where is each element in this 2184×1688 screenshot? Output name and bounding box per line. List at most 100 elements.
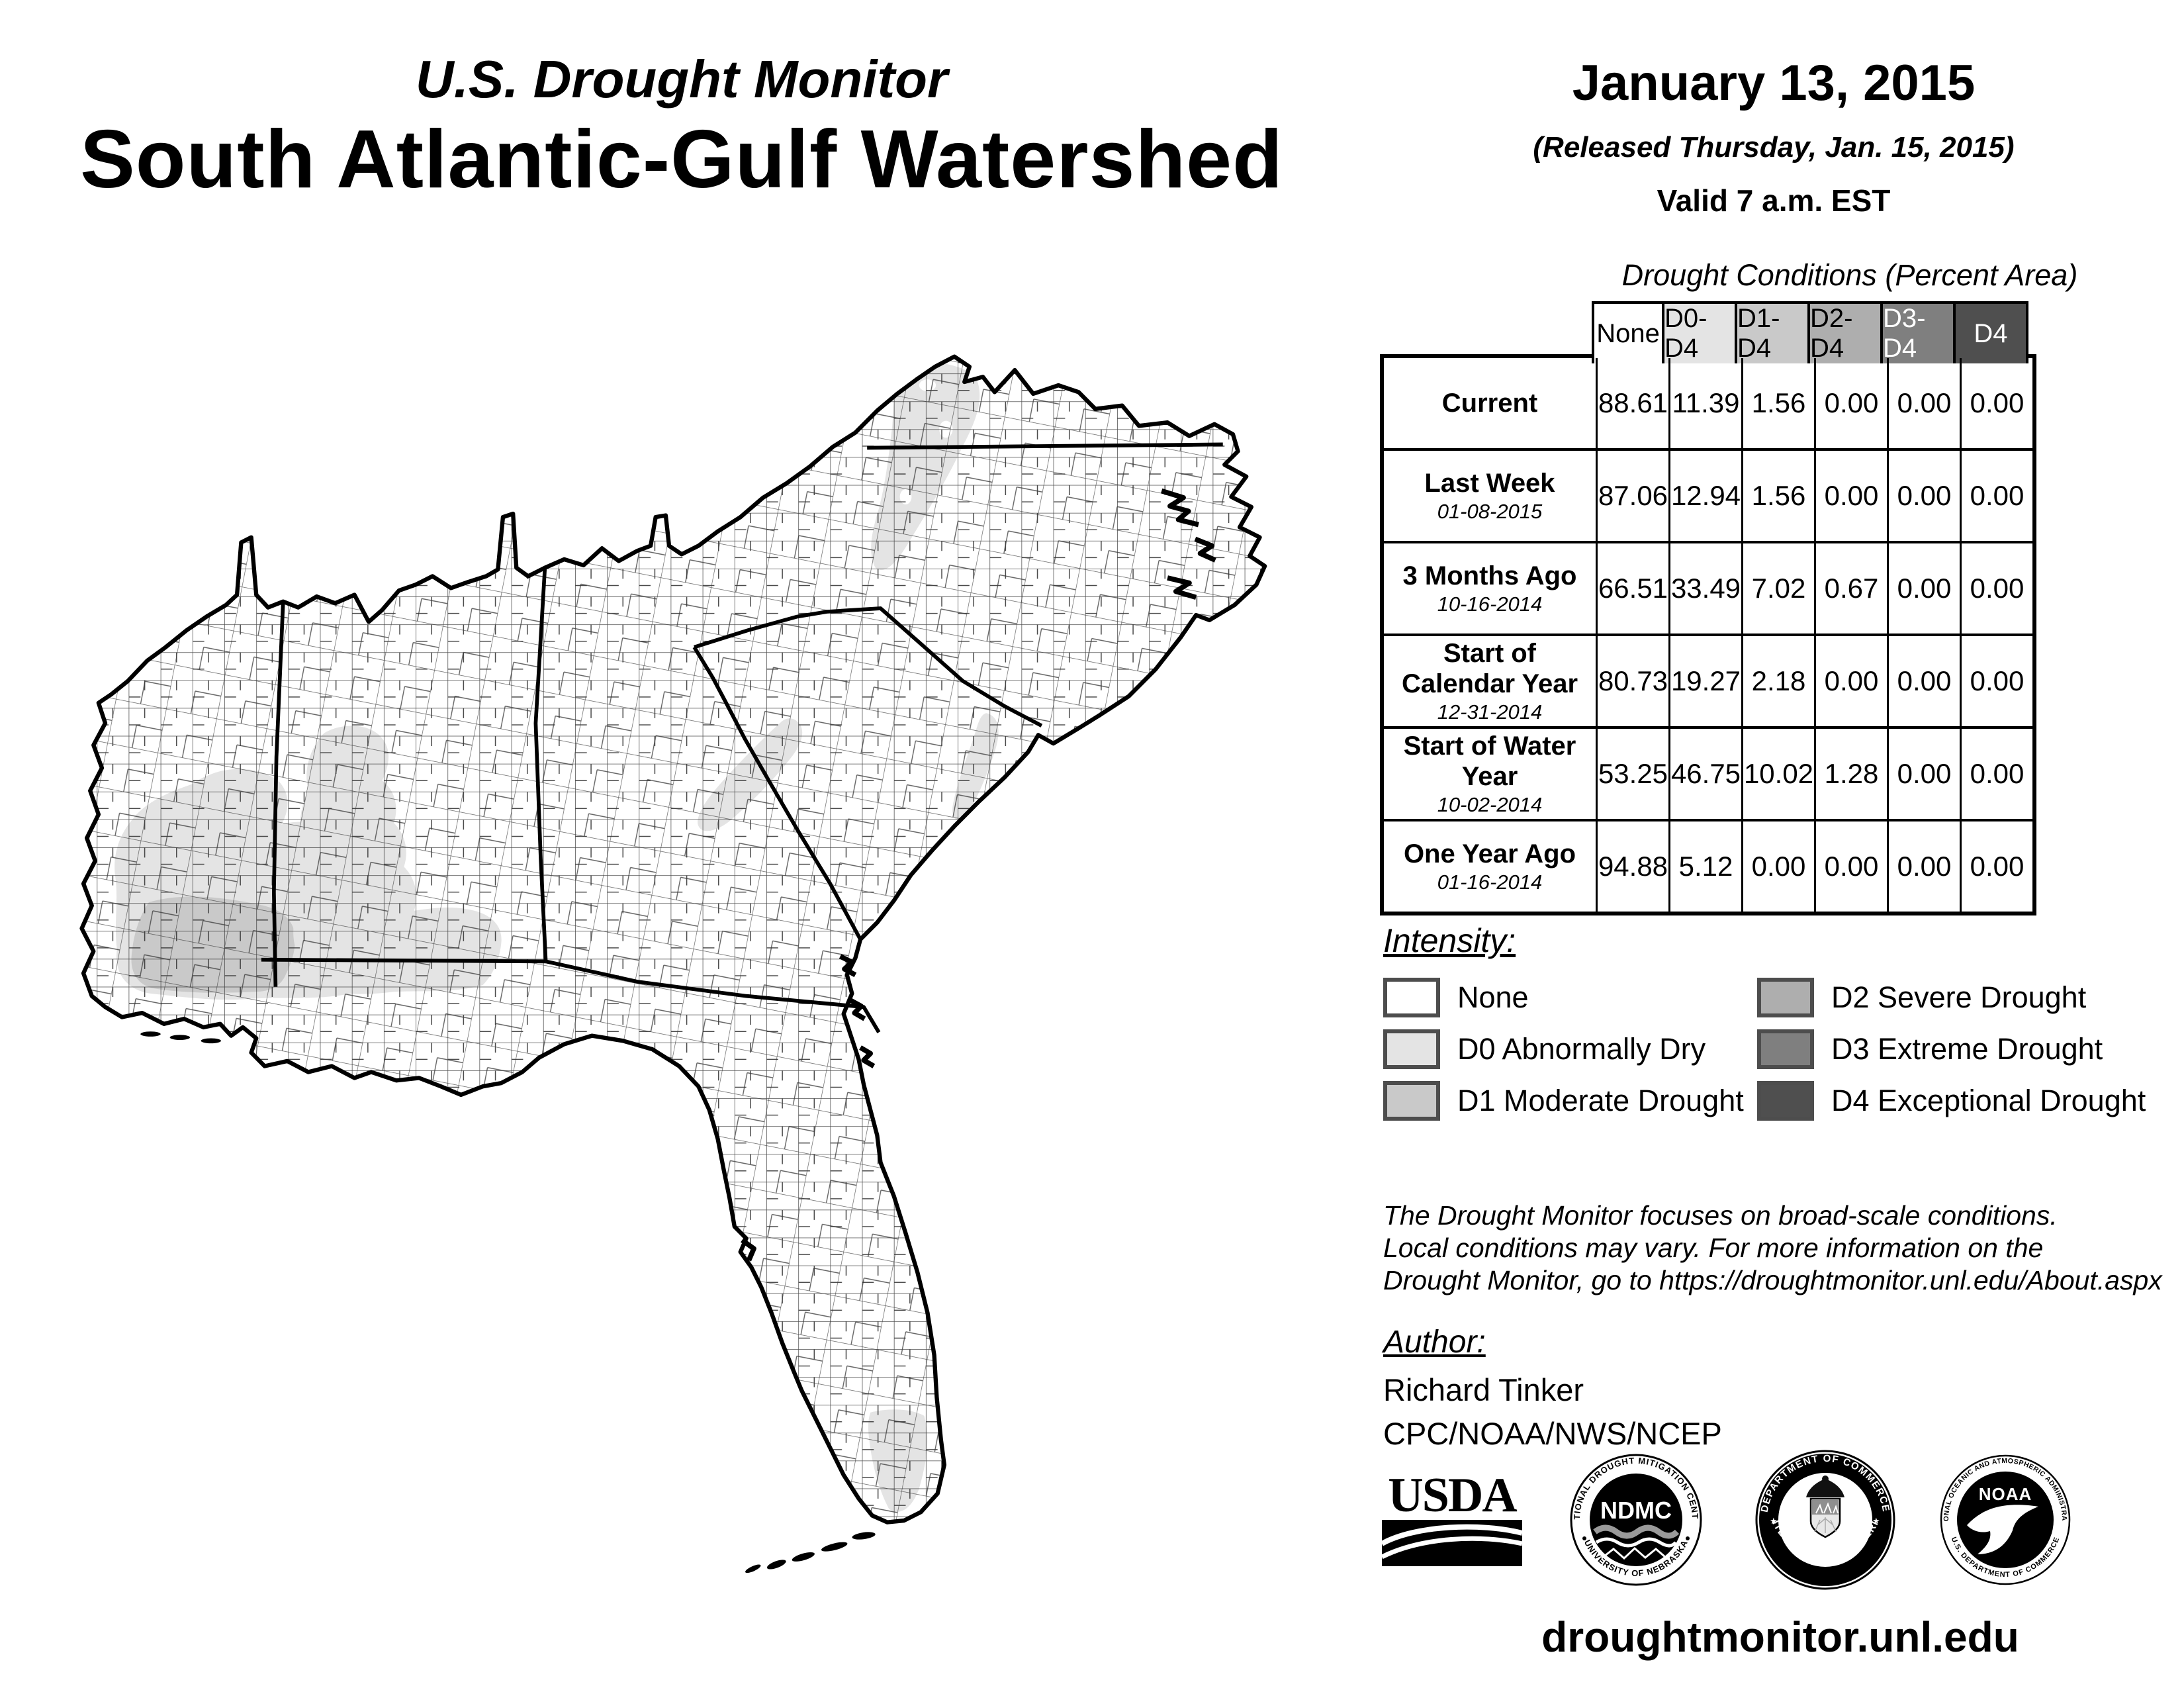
watershed-outline (79, 354, 1267, 1524)
value-cell: 46.75 (1668, 729, 1741, 819)
coastal-estuaries (741, 488, 1216, 1262)
state-line-va-nc (867, 442, 1223, 450)
monitor-title: U.S. Drought Monitor (415, 50, 948, 109)
table-row: Start of Calendar Year 12-31-2014 80.73 19.… (1384, 633, 2032, 726)
value-cell: 10.02 (1741, 729, 1814, 819)
legend-swatch (1383, 1081, 1440, 1121)
value-cell: 0.00 (1887, 451, 1960, 541)
table-row: Last Week 01-08-2015 87.06 12.94 1.56 0.00 0.0… (1384, 448, 2032, 541)
column-header-d4: D4 (1953, 301, 2028, 363)
legend-label: D2 Severe Drought (1831, 980, 2087, 1014)
legend-item-none: None (1383, 972, 1757, 1023)
value-cell: 12.94 (1668, 451, 1741, 541)
disclaimer-text: The Drought Monitor focuses on broad-sca… (1383, 1199, 2177, 1297)
row-label: Last Week 01-08-2015 (1424, 469, 1555, 523)
table-title: Drought Conditions (Percent Area) (1621, 258, 2078, 292)
value-cell: 1.56 (1741, 451, 1814, 541)
drought-conditions-table: None D0-D4 D1-D4 D2-D4 D3-D4 D4 Current 88.61 1… (1380, 301, 2036, 915)
value-cell: 0.00 (1960, 451, 2032, 541)
value-cell: 1.56 (1741, 358, 1814, 448)
ndmc-wave (1593, 1524, 1680, 1539)
value-cell: 87.06 (1596, 451, 1668, 541)
legend-label: D0 Abnormally Dry (1457, 1032, 1706, 1066)
usda-logo: USDA (1381, 1471, 1523, 1570)
value-cell: 11.39 (1668, 358, 1741, 448)
column-header-d0-d4: D0-D4 (1662, 301, 1737, 363)
value-cell: 88.61 (1596, 358, 1668, 448)
table-row: 3 Months Ago 10-16-2014 66.51 33.49 7.02 0.67… (1384, 541, 2032, 633)
intensity-legend: None D0 Abnormally Dry D1 Moderate Drought… (1383, 972, 2171, 1127)
ndmc-logo: NATIONAL DROUGHT MITIGATION CENTER UNIVE… (1570, 1454, 1702, 1586)
noaa-logo: NATIONAL OCEANIC AND ATMOSPHERIC ADMINIS… (1939, 1454, 2071, 1585)
report-date: January 13, 2015 (1572, 55, 1976, 111)
table-row: Start of Water Year 10-02-2014 53.25 46.75 1… (1384, 726, 2032, 819)
svg-text:★: ★ (1770, 1516, 1778, 1526)
column-header-none: None (1592, 301, 1664, 363)
value-cell: 0.00 (1814, 821, 1887, 912)
state-line-al-fl (261, 957, 546, 964)
value-cell: 0.00 (1960, 636, 2032, 726)
value-cell: 0.00 (1960, 543, 2032, 633)
county-grid-2 (81, 356, 1265, 1523)
legend-label: None (1457, 980, 1529, 1014)
state-boundaries (261, 442, 1223, 1034)
noaa-center-text: NOAA (1979, 1484, 2032, 1504)
legend-item-d0: D0 Abnormally Dry (1383, 1023, 1757, 1075)
value-cell: 94.88 (1596, 821, 1668, 912)
table-header-row: None D0-D4 D1-D4 D2-D4 D3-D4 D4 (1592, 301, 2036, 363)
value-cell: 5.12 (1668, 821, 1741, 912)
column-header-d3-d4: D3-D4 (1880, 301, 1956, 363)
svg-text:★: ★ (1872, 1516, 1880, 1526)
legend-item-d4: D4 Exceptional Drought (1757, 1075, 2171, 1127)
value-cell: 1.28 (1814, 729, 1887, 819)
release-date: (Released Thursday, Jan. 15, 2015) (1533, 131, 2015, 164)
value-cell: 0.00 (1814, 636, 1887, 726)
footer-url: droughtmonitor.unl.edu (1541, 1613, 2019, 1661)
value-cell: 0.00 (1887, 543, 1960, 633)
commerce-eagle-shield (1806, 1476, 1844, 1538)
state-line-ga-fl (545, 959, 881, 1034)
value-cell: 0.00 (1960, 821, 2032, 912)
disclaimer-line: Local conditions may vary. For more info… (1383, 1233, 2044, 1263)
author-label: Author: (1383, 1325, 1486, 1360)
author-name: Richard Tinker (1383, 1372, 1584, 1407)
legend-item-d3: D3 Extreme Drought (1757, 1023, 2171, 1075)
table-row: One Year Ago 01-16-2014 94.88 5.12 0.00 0.00 0… (1384, 819, 2032, 912)
value-cell: 33.49 (1668, 543, 1741, 633)
legend-swatch (1383, 1029, 1440, 1069)
value-cell: 0.00 (1741, 821, 1814, 912)
value-cell: 0.00 (1887, 821, 1960, 912)
usda-logo-swoosh (1381, 1520, 1523, 1566)
commerce-seal: DEPARTMENT OF COMMERCE UNITED STATES OF … (1755, 1450, 1895, 1590)
row-label: One Year Ago 01-16-2014 (1403, 839, 1576, 894)
value-cell: 0.00 (1887, 729, 1960, 819)
disclaimer-line: The Drought Monitor focuses on broad-sca… (1383, 1200, 2058, 1231)
legend-swatch (1757, 1081, 1814, 1121)
value-cell: 0.00 (1887, 358, 1960, 448)
ndmc-wave-2 (1595, 1537, 1677, 1548)
value-cell: 19.27 (1668, 636, 1741, 726)
florida-keys (140, 1031, 876, 1573)
column-header-d1-d4: D1-D4 (1735, 301, 1810, 363)
value-cell: 0.00 (1960, 729, 2032, 819)
region-title: South Atlantic-Gulf Watershed (80, 114, 1283, 205)
author-organization: CPC/NOAA/NWS/NCEP (1383, 1416, 1722, 1451)
table-body: Current 88.61 11.39 1.56 0.00 0.00 0.00 Last We… (1380, 354, 2036, 915)
noaa-bird (1967, 1505, 2038, 1554)
table-row: Current 88.61 11.39 1.56 0.00 0.00 0.00 (1384, 358, 2032, 448)
disclaimer-line: Drought Monitor, go to https://droughtmo… (1383, 1265, 2162, 1295)
row-label: Current (1441, 389, 1538, 418)
value-cell: 0.00 (1814, 358, 1887, 448)
value-cell: 0.00 (1814, 451, 1887, 541)
watershed-map (79, 354, 1267, 1573)
state-line-ga-sc (692, 646, 862, 941)
valid-time: Valid 7 a.m. EST (1657, 183, 1891, 218)
legend-label: D1 Moderate Drought (1457, 1084, 1744, 1117)
legend-label: D3 Extreme Drought (1831, 1032, 2103, 1066)
value-cell: 53.25 (1596, 729, 1668, 819)
value-cell: 7.02 (1741, 543, 1814, 633)
row-label: Start of Water Year 10-02-2014 (1403, 731, 1576, 816)
value-cell: 2.18 (1741, 636, 1814, 726)
row-label: 3 Months Ago 10-16-2014 (1402, 561, 1577, 616)
value-cell: 0.67 (1814, 543, 1887, 633)
